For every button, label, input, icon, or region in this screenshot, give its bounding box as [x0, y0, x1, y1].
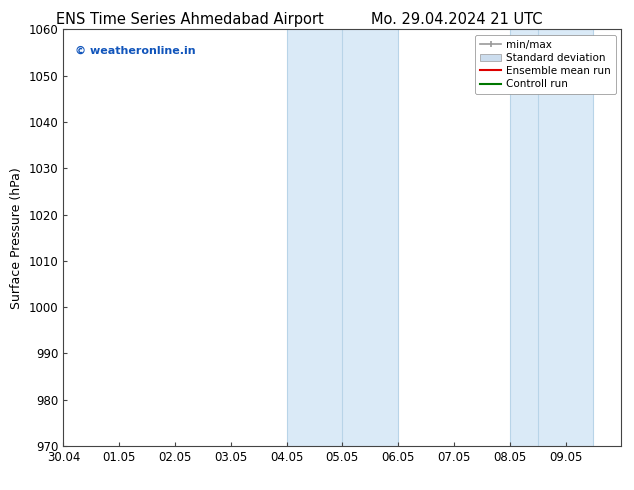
Bar	[287, 29, 398, 446]
Text: ENS Time Series Ahmedabad Airport: ENS Time Series Ahmedabad Airport	[56, 12, 324, 27]
Text: Mo. 29.04.2024 21 UTC: Mo. 29.04.2024 21 UTC	[371, 12, 542, 27]
Legend: min/max, Standard deviation, Ensemble mean run, Controll run: min/max, Standard deviation, Ensemble me…	[475, 35, 616, 95]
Bar	[510, 29, 593, 446]
Y-axis label: Surface Pressure (hPa): Surface Pressure (hPa)	[10, 167, 23, 309]
Text: © weatheronline.in: © weatheronline.in	[75, 46, 195, 56]
